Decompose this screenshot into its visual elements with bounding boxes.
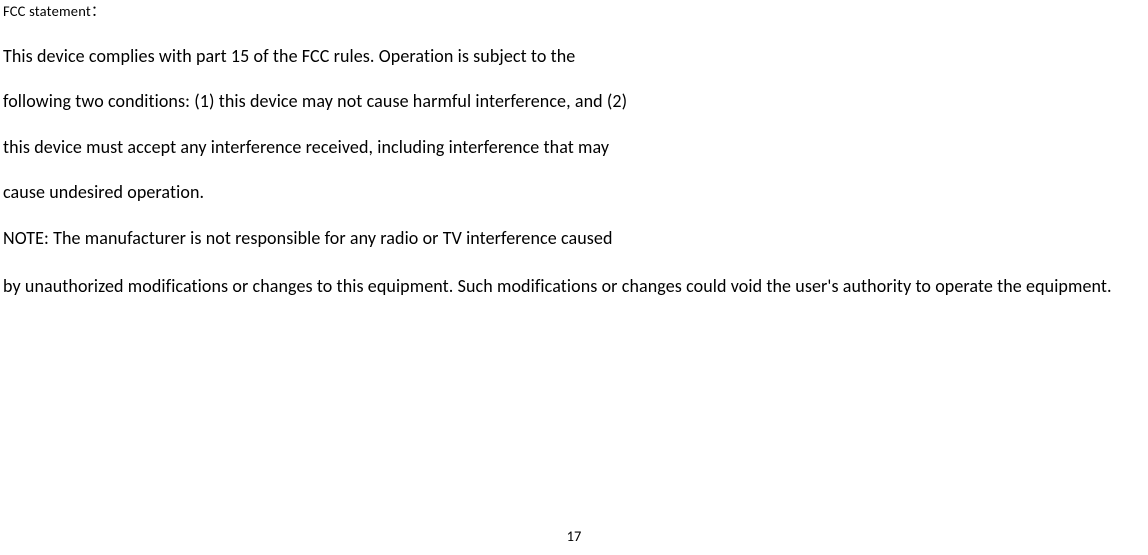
document-body: FCC statement： This device complies with… [0,0,1148,302]
body-line-4: cause undesired operation. [3,181,1148,204]
body-line-3: this device must accept any interference… [3,136,1148,159]
page-number: 17 [0,527,1148,545]
body-line-2: following two conditions: (1) this devic… [3,90,1148,113]
body-line-5: NOTE: The manufacturer is not responsibl… [3,227,1148,250]
body-line-6: by unauthorized modifications or changes… [3,272,1148,302]
fcc-header: FCC statement： [3,0,1148,21]
body-line-1: This device complies with part 15 of the… [3,45,1148,68]
